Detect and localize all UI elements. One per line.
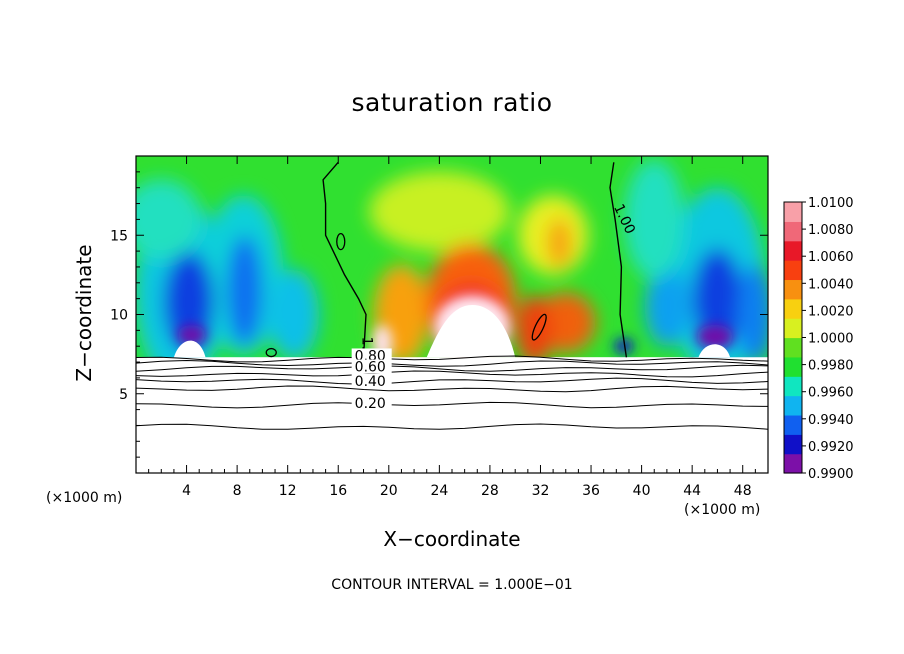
contour-interval-note: CONTOUR INTERVAL = 1.000E−01 xyxy=(331,577,573,593)
y-tick-label: 15 xyxy=(110,228,128,244)
colorbar-label: 1.0000 xyxy=(808,332,854,347)
contour-line xyxy=(136,401,768,409)
x-tick-label: 20 xyxy=(380,483,398,499)
x-axis-label: X−coordinate xyxy=(383,527,521,551)
colorbar-label: 1.0020 xyxy=(808,304,854,319)
y-tick-label: 5 xyxy=(119,387,128,403)
contour-line xyxy=(136,370,768,378)
x-tick-label: 28 xyxy=(481,483,499,499)
right-bump-white xyxy=(698,344,731,358)
colorbar-label: 0.9900 xyxy=(808,467,854,482)
contour-loop xyxy=(265,347,277,358)
x-tick-label: 16 xyxy=(329,483,347,499)
colorbar-label: 1.0080 xyxy=(808,223,854,238)
y-tick-label: 10 xyxy=(110,308,128,324)
x-tick-label: 24 xyxy=(430,483,448,499)
colorbar-label: 1.0100 xyxy=(808,196,854,211)
contour-line xyxy=(136,423,768,430)
x-tick-label: 44 xyxy=(683,483,701,499)
y-axis-label: Z−coordinate xyxy=(72,244,96,382)
colorbar-swatch xyxy=(784,202,802,222)
contour-loop xyxy=(336,232,346,251)
contour-1-00-left xyxy=(322,161,367,358)
x-tick-label: 12 xyxy=(279,483,297,499)
moist-peak-white xyxy=(426,304,516,358)
contour-line xyxy=(136,377,768,385)
contour-loop xyxy=(531,313,547,341)
colorbar-swatch xyxy=(784,337,802,358)
x-tick-label: 48 xyxy=(734,483,752,499)
contour-label: 0.40 xyxy=(355,374,386,390)
colorbar-swatch xyxy=(784,318,802,339)
x-tick-label: 40 xyxy=(633,483,651,499)
left-bump-white xyxy=(173,340,206,358)
colorbar-swatch xyxy=(784,240,802,261)
chart-title: saturation ratio xyxy=(351,88,553,117)
x-unit-label-left: (×1000 m) xyxy=(46,490,123,506)
contour-label: 0.20 xyxy=(355,396,386,412)
subsurface-area xyxy=(136,357,768,473)
colorbar-swatch xyxy=(784,453,802,474)
contour-line xyxy=(136,355,768,363)
contour-1-00-right xyxy=(609,162,628,358)
colorbar-label: 0.9940 xyxy=(808,413,854,428)
contour-label: 0.60 xyxy=(355,360,386,376)
colorbar-swatch xyxy=(784,395,802,416)
x-unit-label-right: (×1000 m) xyxy=(684,502,761,518)
colorbar-label: 0.9920 xyxy=(808,440,854,455)
contour-line xyxy=(136,385,768,393)
contour-line xyxy=(136,364,768,372)
colorbar-swatch xyxy=(784,260,802,281)
colorbar-label: 0.9960 xyxy=(808,386,854,401)
colorbar-swatch xyxy=(784,221,802,242)
colorbar-label: 1.0040 xyxy=(808,277,854,292)
colorbar-swatch xyxy=(784,356,802,377)
x-tick-label: 32 xyxy=(532,483,550,499)
saturation-field xyxy=(136,156,768,473)
colorbar-swatch xyxy=(784,434,802,455)
contour-line xyxy=(136,359,768,367)
x-tick-label: 8 xyxy=(233,483,242,499)
colorbar-swatch xyxy=(784,298,802,319)
x-tick-label: 36 xyxy=(582,483,600,499)
colorbar-swatch xyxy=(784,279,802,300)
colorbar-swatch xyxy=(784,376,802,397)
colorbar-swatch xyxy=(784,414,802,435)
x-tick-label: 4 xyxy=(182,483,191,499)
colorbar-label: 0.9980 xyxy=(808,359,854,374)
colorbar: 0.9900 0.9920 0.9940 0.9960 0.9980 1.0000 1.00… xyxy=(783,196,854,482)
colorbar-label: 1.0060 xyxy=(808,250,854,265)
contour-lines: 1.001.000.800.600.400.20 xyxy=(136,161,768,430)
